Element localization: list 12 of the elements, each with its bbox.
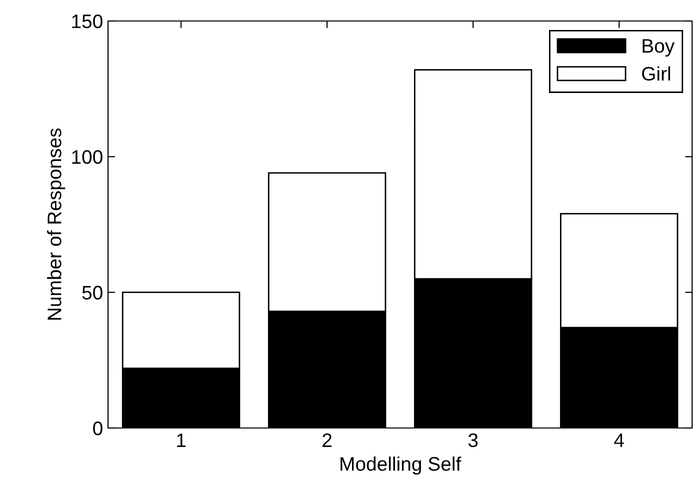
y-tick-label: 0 (93, 421, 102, 436)
y-tick-label: 50 (82, 286, 102, 300)
legend-label: Girl (642, 66, 670, 81)
x-tick-label: 1 (177, 434, 186, 447)
y-axis-title: Number of Responses (47, 128, 66, 320)
y-tick-label: 150 (72, 14, 102, 28)
legend-label: Boy (642, 39, 675, 57)
x-tick-label: 2 (322, 433, 332, 447)
x-tick-label: 4 (614, 434, 624, 447)
x-tick-label: 3 (468, 433, 478, 448)
x-axis-title: Modelling Self (340, 456, 462, 475)
y-tick-label: 100 (72, 150, 102, 164)
